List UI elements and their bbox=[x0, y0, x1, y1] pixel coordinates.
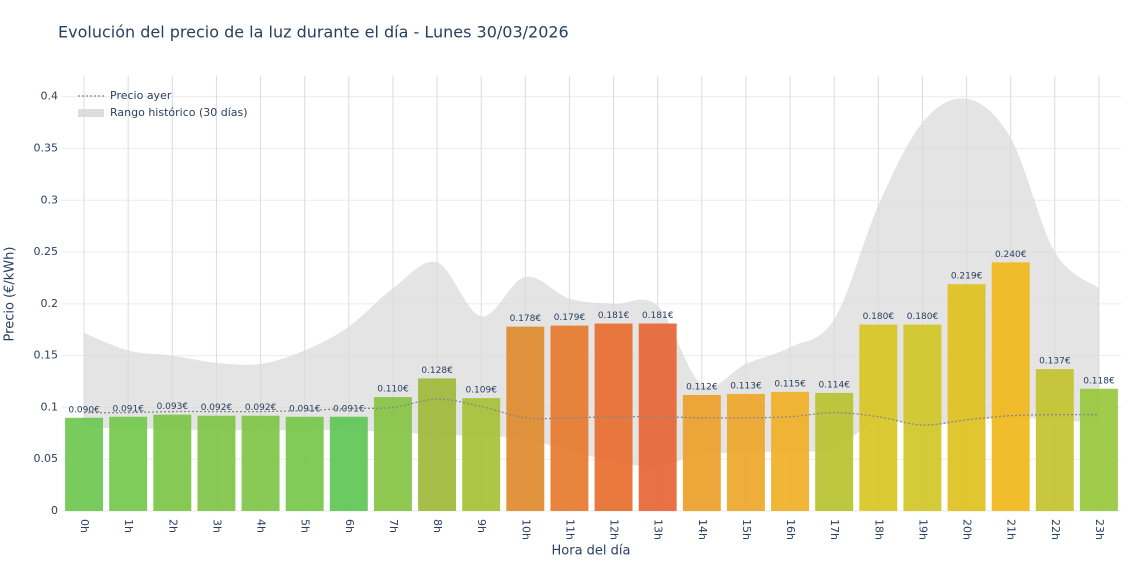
x-tick-label: 11h bbox=[563, 519, 576, 540]
legend-label: Rango histórico (30 días) bbox=[110, 106, 248, 119]
x-tick-label: 22h bbox=[1049, 519, 1062, 540]
value-label: 0.114€ bbox=[818, 380, 850, 390]
y-tick-label: 0.05 bbox=[34, 452, 59, 465]
value-label: 0.092€ bbox=[201, 403, 233, 413]
bar bbox=[1035, 369, 1074, 511]
value-label: 0.093€ bbox=[157, 402, 189, 412]
x-tick-label: 1h bbox=[122, 519, 135, 533]
value-label: 0.128€ bbox=[421, 366, 453, 376]
y-tick-label: 0.2 bbox=[41, 297, 59, 310]
value-label: 0.240€ bbox=[995, 250, 1027, 260]
value-label: 0.091€ bbox=[333, 404, 365, 414]
bar bbox=[197, 415, 236, 511]
x-tick-label: 8h bbox=[431, 519, 444, 533]
bar bbox=[109, 416, 148, 511]
y-tick-label: 0.4 bbox=[41, 90, 59, 103]
x-tick-label: 10h bbox=[519, 519, 532, 540]
x-tick-label: 3h bbox=[210, 519, 223, 533]
value-label: 0.115€ bbox=[774, 379, 806, 389]
value-label: 0.092€ bbox=[245, 403, 277, 413]
value-label: 0.118€ bbox=[1083, 376, 1115, 386]
legend-label: Precio ayer bbox=[110, 89, 172, 102]
bar bbox=[285, 416, 324, 511]
bar bbox=[903, 324, 942, 511]
bar bbox=[726, 393, 765, 511]
bar bbox=[373, 397, 412, 511]
bar bbox=[815, 392, 854, 511]
bar bbox=[153, 414, 192, 511]
value-label: 0.179€ bbox=[554, 313, 586, 323]
bar bbox=[771, 391, 810, 511]
x-axis-title: Hora del día bbox=[552, 544, 631, 559]
yesterday-line bbox=[84, 398, 1099, 426]
value-label: 0.137€ bbox=[1039, 357, 1071, 367]
bar bbox=[947, 284, 986, 511]
bar bbox=[859, 324, 898, 511]
x-tick-label: 15h bbox=[740, 519, 753, 540]
value-label: 0.181€ bbox=[642, 311, 674, 321]
y-tick-label: 0 bbox=[51, 504, 58, 517]
x-tick-label: 14h bbox=[696, 519, 709, 540]
legend-swatch bbox=[78, 109, 104, 117]
x-tick-label: 7h bbox=[387, 519, 400, 533]
value-label: 0.178€ bbox=[510, 314, 542, 324]
y-tick-label: 0.1 bbox=[41, 400, 59, 413]
bar bbox=[241, 415, 280, 511]
value-label: 0.112€ bbox=[686, 383, 718, 393]
value-label: 0.091€ bbox=[112, 404, 144, 414]
bar bbox=[682, 395, 721, 511]
value-label: 0.180€ bbox=[863, 312, 895, 322]
x-tick-label: 2h bbox=[166, 519, 179, 533]
y-axis-title: Precio (€/kWh) bbox=[3, 247, 18, 342]
x-tick-label: 21h bbox=[1005, 519, 1018, 540]
x-tick-label: 17h bbox=[828, 519, 841, 540]
x-tick-label: 5h bbox=[299, 519, 312, 533]
bar bbox=[418, 378, 457, 511]
y-tick-label: 0.3 bbox=[41, 193, 59, 206]
x-tick-label: 19h bbox=[916, 519, 929, 540]
x-tick-label: 6h bbox=[343, 519, 356, 533]
x-tick-label: 16h bbox=[784, 519, 797, 540]
value-label: 0.180€ bbox=[907, 312, 939, 322]
value-label: 0.090€ bbox=[68, 405, 100, 415]
bar bbox=[329, 416, 368, 511]
x-tick-label: 0h bbox=[78, 519, 91, 533]
value-label: 0.113€ bbox=[730, 381, 762, 391]
bar bbox=[991, 262, 1030, 511]
x-tick-label: 23h bbox=[1093, 519, 1106, 540]
value-label: 0.219€ bbox=[951, 272, 983, 282]
bar bbox=[1079, 388, 1118, 511]
chart-title: Evolución del precio de la luz durante e… bbox=[58, 23, 569, 42]
y-tick-label: 0.15 bbox=[34, 349, 59, 362]
x-tick-label: 12h bbox=[608, 519, 621, 540]
x-tick-label: 20h bbox=[961, 519, 974, 540]
x-tick-label: 18h bbox=[872, 519, 885, 540]
x-tick-label: 9h bbox=[475, 519, 488, 533]
value-label: 0.091€ bbox=[289, 404, 321, 414]
bar bbox=[462, 398, 501, 511]
y-tick-label: 0.25 bbox=[34, 245, 59, 258]
value-label: 0.110€ bbox=[377, 385, 409, 395]
x-tick-label: 4h bbox=[255, 519, 268, 533]
bar bbox=[65, 417, 104, 511]
value-label: 0.181€ bbox=[598, 311, 630, 321]
historic-range bbox=[84, 98, 1099, 467]
value-label: 0.109€ bbox=[465, 386, 497, 396]
y-tick-label: 0.35 bbox=[34, 142, 59, 155]
x-tick-label: 13h bbox=[652, 519, 665, 540]
